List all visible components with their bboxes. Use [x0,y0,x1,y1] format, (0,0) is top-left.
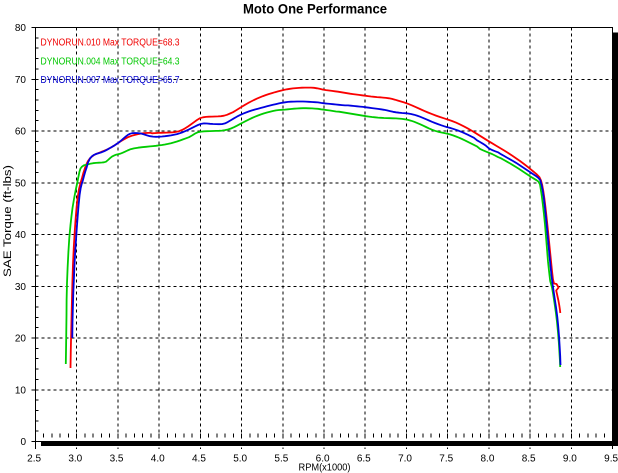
svg-text:5.5: 5.5 [274,454,288,465]
svg-text:80: 80 [15,23,27,34]
svg-text:70: 70 [15,75,27,86]
svg-text:9.0: 9.0 [563,454,577,465]
svg-text:7.0: 7.0 [398,454,412,465]
svg-text:50: 50 [15,178,27,189]
svg-text:6.0: 6.0 [316,454,330,465]
svg-text:10: 10 [15,385,27,396]
svg-text:9.5: 9.5 [604,454,618,465]
svg-text:30: 30 [15,282,27,293]
svg-text:5.0: 5.0 [233,454,247,465]
svg-text:3.0: 3.0 [68,454,82,465]
svg-text:8.0: 8.0 [481,454,495,465]
svg-text:2.5: 2.5 [27,454,41,465]
svg-text:4.5: 4.5 [192,454,206,465]
svg-text:DYNORUN.010 Max TORQUE=68.3: DYNORUN.010 Max TORQUE=68.3 [41,38,180,49]
svg-text:RPM(x1000): RPM(x1000) [299,463,351,473]
svg-text:SAE Torque (ft-lbs): SAE Torque (ft-lbs) [2,165,14,277]
svg-text:Moto One Performance: Moto One Performance [243,1,387,17]
svg-text:DYNORUN.007 Max TORQUE=65.7: DYNORUN.007 Max TORQUE=65.7 [41,75,180,86]
svg-text:4.0: 4.0 [151,454,165,465]
svg-text:3.5: 3.5 [110,454,124,465]
svg-text:DYNORUN.004 Max TORQUE=64.3: DYNORUN.004 Max TORQUE=64.3 [41,56,180,67]
svg-text:20: 20 [15,334,27,345]
svg-text:40: 40 [15,230,27,241]
svg-text:8.5: 8.5 [522,454,536,465]
svg-text:7.5: 7.5 [439,454,453,465]
svg-text:6.5: 6.5 [357,454,371,465]
svg-text:60: 60 [15,127,27,138]
svg-text:0: 0 [20,437,26,448]
